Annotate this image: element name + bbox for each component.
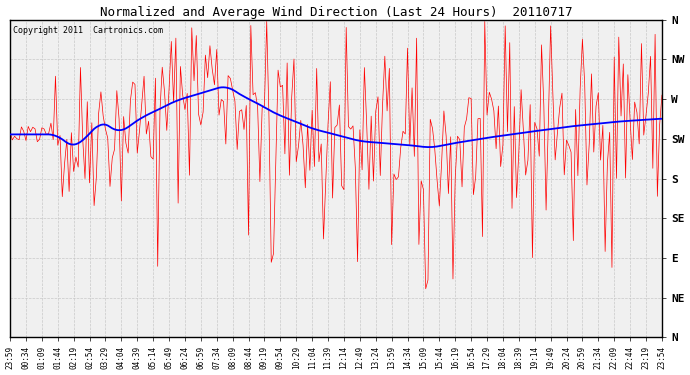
Text: Copyright 2011  Cartronics.com: Copyright 2011 Cartronics.com xyxy=(13,26,164,35)
Title: Normalized and Average Wind Direction (Last 24 Hours)  20110717: Normalized and Average Wind Direction (L… xyxy=(100,6,572,18)
